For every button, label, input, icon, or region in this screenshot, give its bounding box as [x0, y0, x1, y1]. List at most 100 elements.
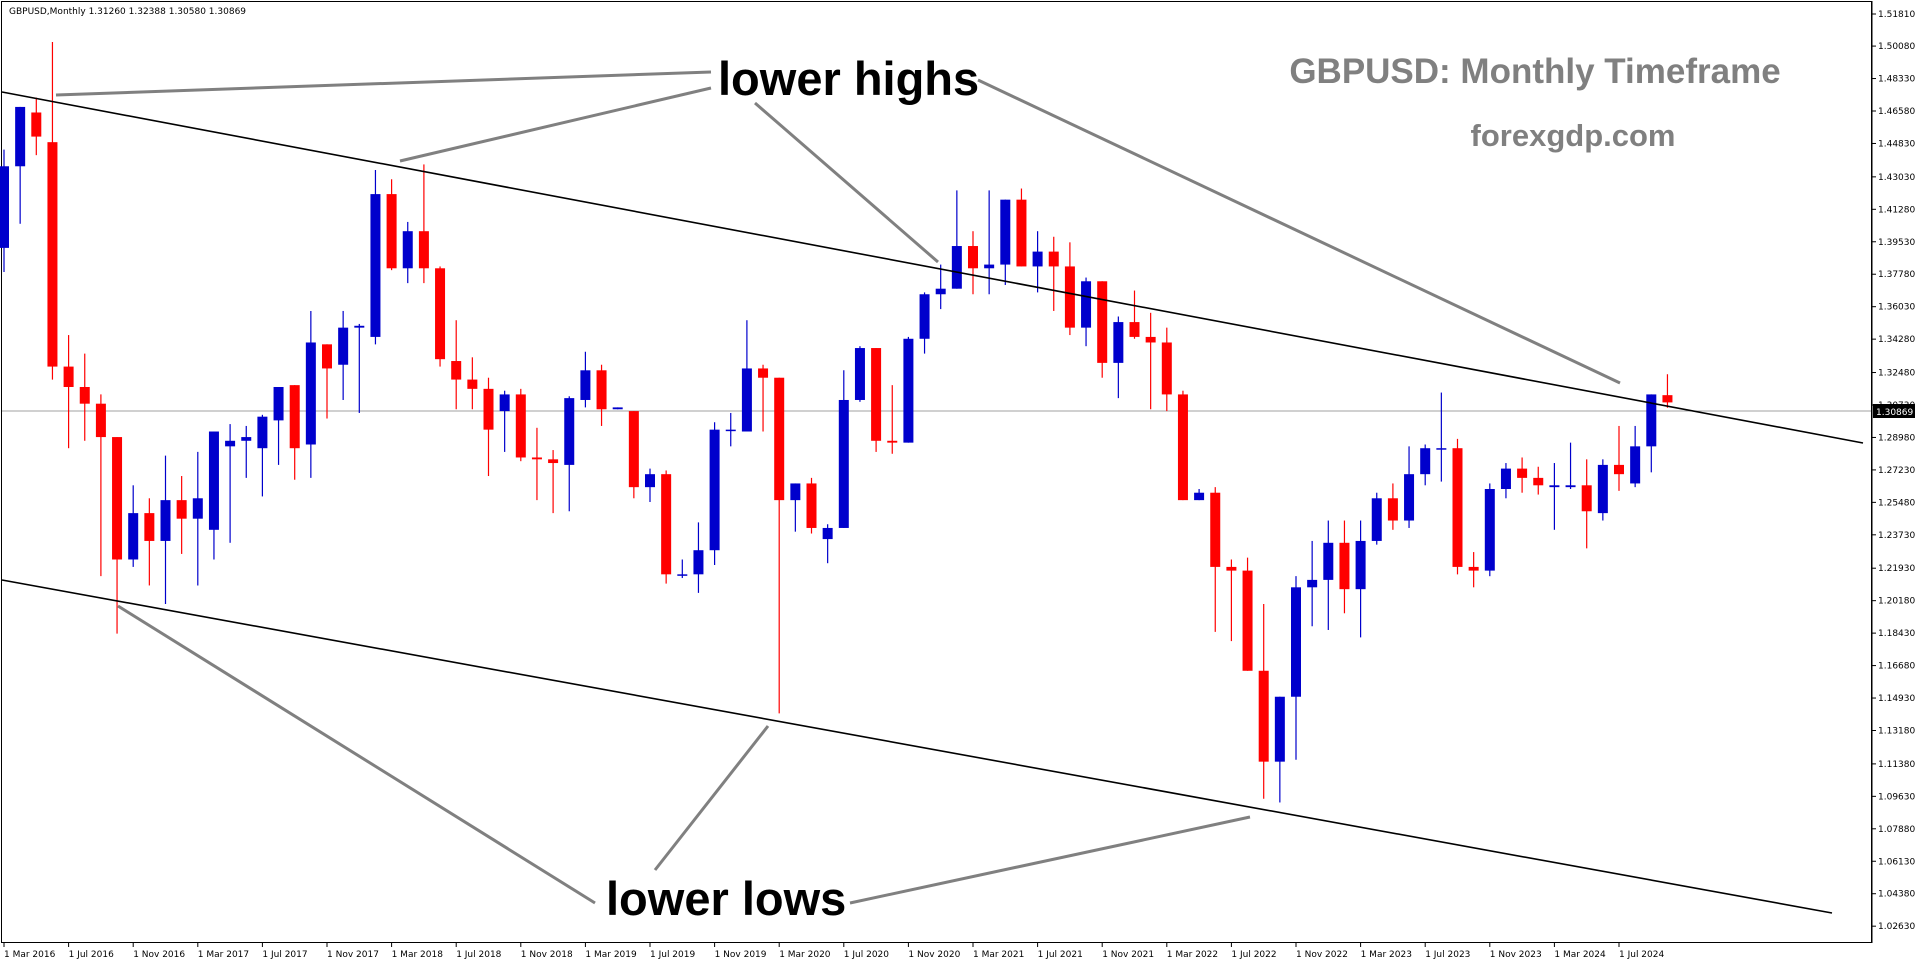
x-tick-label: 1 Mar 2017: [198, 950, 249, 960]
x-tick-label: 1 Mar 2024: [1554, 950, 1606, 960]
candle-body: [63, 366, 74, 387]
x-tick-label: 1 Jul 2016: [69, 950, 114, 960]
candle: [402, 221, 413, 284]
candle-body: [822, 527, 833, 540]
candle: [370, 169, 381, 345]
candle-body: [1662, 395, 1673, 403]
candle-body: [1064, 266, 1075, 328]
y-tick-label: 1.25480: [1878, 498, 1915, 508]
candle-body: [838, 399, 849, 528]
candle-body: [435, 268, 446, 360]
candle: [1000, 199, 1011, 285]
candle: [580, 351, 591, 408]
candle-body: [128, 513, 139, 560]
y-tick-label: 1.43030: [1878, 173, 1915, 183]
candle: [1630, 425, 1641, 488]
candle: [305, 310, 316, 478]
x-tick-label: 1 Jul 2017: [262, 950, 307, 960]
watermark-site: forexgdp.com: [1471, 118, 1676, 153]
candle-body: [1323, 542, 1334, 580]
candle: [1210, 487, 1221, 632]
candle: [1032, 231, 1043, 293]
candle: [661, 470, 672, 584]
plot-frame: [1, 1, 1872, 943]
candle-body: [192, 498, 203, 519]
candle-body: [225, 440, 236, 447]
candle: [241, 425, 252, 478]
candle-body: [887, 440, 898, 443]
y-tick-label: 1.48330: [1878, 75, 1915, 85]
candle-body: [1614, 464, 1624, 475]
candle: [1404, 446, 1415, 528]
candle-body: [1210, 492, 1221, 567]
candle-body: [548, 459, 559, 464]
candle: [919, 292, 930, 354]
candle-body: [1387, 498, 1398, 521]
candle-body: [1194, 492, 1205, 501]
candle-body: [144, 513, 155, 541]
candle: [63, 335, 74, 449]
candle-body: [1549, 485, 1560, 488]
current-price-tag: [1873, 404, 1915, 418]
candle-body: [919, 294, 930, 339]
candle-body: [47, 142, 58, 367]
candle-body: [79, 386, 90, 404]
y-tick-label: 1.02630: [1878, 922, 1915, 932]
candle: [1614, 425, 1624, 491]
candle-body: [612, 407, 623, 410]
candle-body: [1646, 394, 1657, 447]
candle: [1484, 483, 1495, 577]
candle: [128, 485, 139, 567]
x-tick-label: 1 Nov 2019: [715, 950, 767, 960]
candle: [741, 320, 752, 432]
candle: [1145, 312, 1156, 410]
candle: [1226, 559, 1237, 642]
x-tick-label: 1 Nov 2020: [908, 950, 960, 960]
x-tick-label: 1 Nov 2021: [1102, 950, 1154, 960]
y-axis: 1.51810 1.50080 1.48330 1.46580 1.44830 1.430…: [1872, 10, 1915, 932]
candle: [47, 42, 58, 380]
y-tick-label: 1.39530: [1878, 238, 1915, 248]
upper-trendline[interactable]: [1, 91, 1864, 444]
candle: [628, 411, 639, 499]
candle-body: [1533, 477, 1544, 486]
x-tick-label: 1 Mar 2019: [585, 950, 637, 960]
candle: [0, 149, 9, 272]
candle: [758, 364, 769, 432]
x-tick-label: 1 Mar 2016: [4, 950, 56, 960]
candle: [1420, 444, 1431, 486]
candle: [95, 394, 106, 577]
candle-body: [1355, 540, 1366, 590]
candle: [1468, 552, 1479, 588]
x-tick-label: 1 Jul 2024: [1619, 950, 1664, 960]
candle: [354, 323, 365, 413]
y-tick-label: 1.32480: [1878, 369, 1915, 379]
candle: [1242, 557, 1253, 671]
candle-body: [1291, 587, 1301, 697]
candle: [515, 388, 526, 462]
candle: [1597, 459, 1608, 521]
y-tick-label: 1.46580: [1878, 107, 1915, 117]
candle-body: [1630, 446, 1641, 484]
candle: [435, 266, 446, 367]
lower-lows-label: lower lows: [606, 872, 846, 925]
candle: [1662, 374, 1673, 408]
candle-body: [1565, 485, 1576, 488]
candle: [677, 559, 688, 579]
candle: [1177, 390, 1188, 501]
candle-body: [176, 500, 187, 519]
x-tick-label: 1 Mar 2020: [779, 950, 831, 960]
x-tick-label: 1 Jul 2023: [1425, 950, 1470, 960]
candle: [887, 385, 898, 454]
candle: [1129, 290, 1140, 339]
candle: [338, 310, 349, 400]
candle: [1646, 394, 1657, 473]
candle-body: [418, 231, 429, 269]
watermark-title: GBPUSD: Monthly Timeframe: [1289, 52, 1780, 91]
candle-body: [758, 368, 769, 378]
candle-body: [1371, 498, 1382, 541]
y-tick-label: 1.50080: [1878, 42, 1915, 52]
lower-trendline[interactable]: [1, 579, 1833, 914]
candle-body: [1339, 542, 1350, 590]
